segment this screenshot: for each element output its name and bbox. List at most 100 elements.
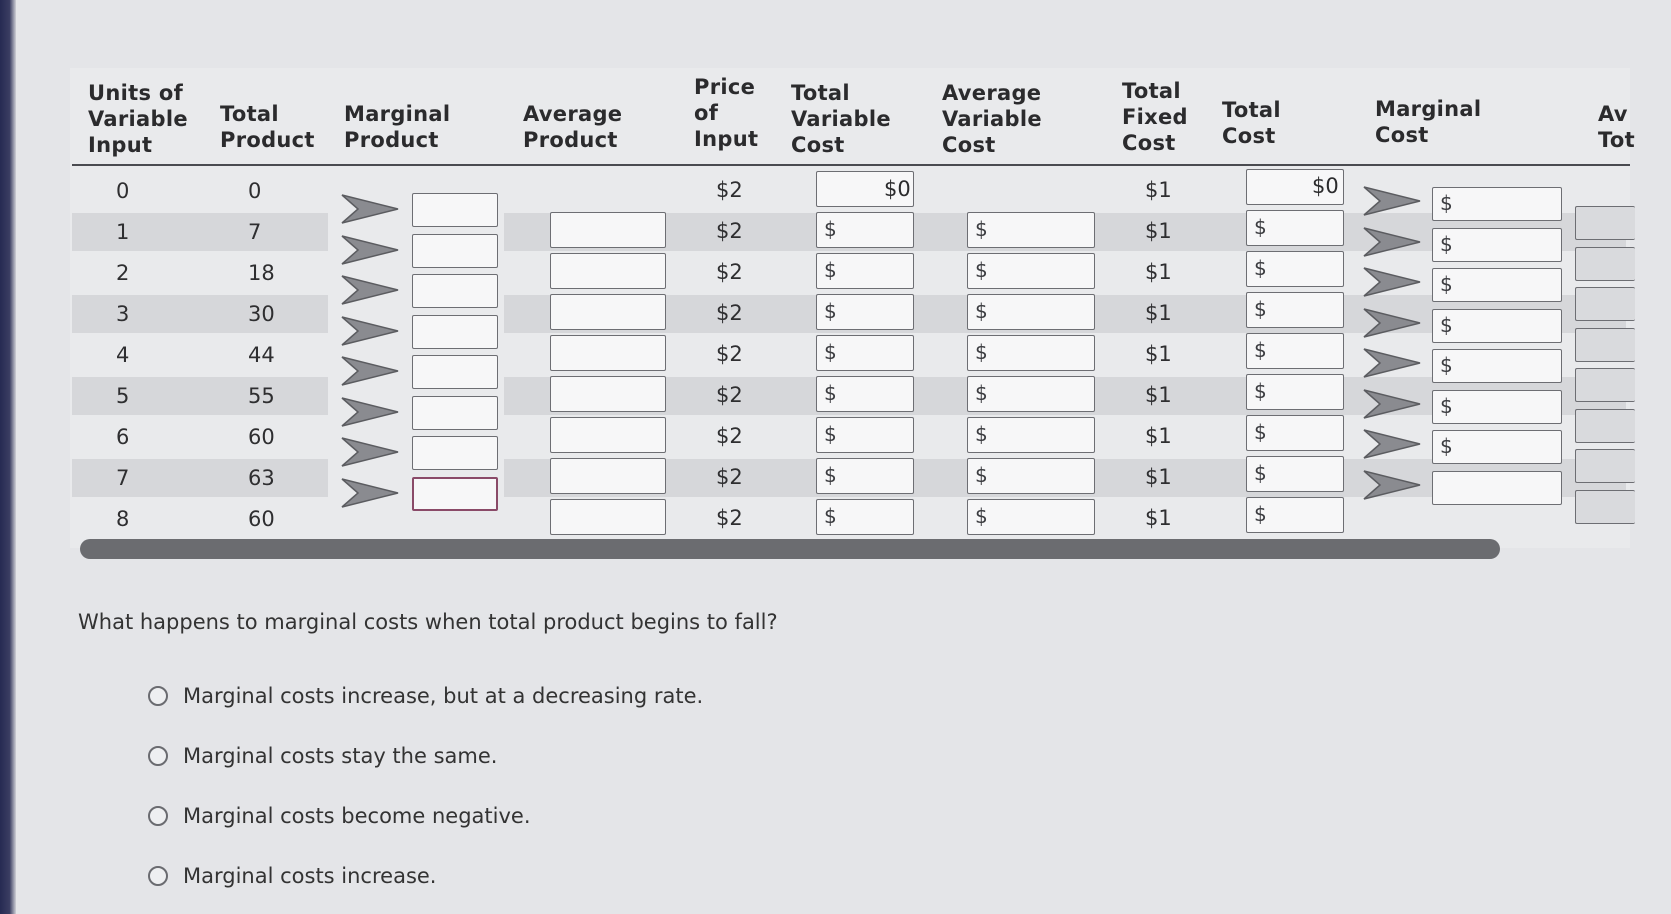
total-cost-input[interactable]: [1246, 415, 1344, 451]
total-variable-cost-input[interactable]: [816, 376, 914, 412]
price-cell: $2: [716, 219, 743, 243]
marginal-product-input[interactable]: [412, 476, 498, 511]
total-variable-cost-input[interactable]: [816, 499, 914, 535]
radio-button-icon[interactable]: [148, 746, 168, 766]
total-variable-cost-input[interactable]: [816, 417, 914, 453]
marginal-product-input[interactable]: [412, 274, 498, 308]
header-tc: Total Cost: [1222, 97, 1281, 149]
average-product-input[interactable]: [550, 294, 666, 330]
bracket-arrow-icon: [1363, 307, 1421, 338]
radio-button-icon[interactable]: [148, 806, 168, 826]
option-label: Marginal costs increase.: [183, 864, 437, 888]
marginal-product-input[interactable]: [412, 314, 498, 349]
marginal-product-input[interactable]: [412, 436, 498, 470]
header-line: Input: [88, 133, 153, 157]
marginal-product-input[interactable]: [412, 193, 498, 227]
dollar-sign: $: [824, 381, 837, 405]
marginal-cost-input[interactable]: [1432, 470, 1562, 505]
marginal-product-input[interactable]: [412, 395, 498, 430]
total-cost-input[interactable]: [1246, 497, 1344, 533]
header-line: Units of: [88, 81, 184, 105]
dollar-sign: $: [1254, 420, 1267, 444]
total-cost-input[interactable]: [1246, 333, 1344, 369]
total-cost-input[interactable]: [1246, 210, 1344, 246]
average-total-cost-input[interactable]: [1575, 287, 1635, 321]
total-variable-cost-input[interactable]: [816, 294, 914, 330]
marginal-cost-input[interactable]: [1432, 268, 1562, 302]
units-cell: 8: [116, 507, 130, 531]
radio-button-icon[interactable]: [148, 866, 168, 886]
option-4[interactable]: Marginal costs increase.: [148, 861, 436, 891]
total-variable-cost-input[interactable]: [816, 458, 914, 494]
average-product-input[interactable]: [550, 376, 666, 412]
marginal-cost-input[interactable]: [1432, 349, 1562, 383]
average-product-input[interactable]: [550, 499, 666, 535]
header-line: Total: [1122, 79, 1181, 103]
marginal-cost-input[interactable]: [1432, 227, 1562, 262]
total-product-cell: 44: [248, 343, 275, 367]
marginal-cost-input[interactable]: [1432, 389, 1562, 424]
total-cost-input[interactable]: [1246, 251, 1344, 287]
average-total-cost-input[interactable]: [1575, 327, 1635, 362]
marginal-product-input[interactable]: [412, 233, 498, 268]
total-cost-input[interactable]: [1246, 374, 1344, 410]
dollar-sign: $: [1254, 215, 1267, 239]
average-variable-cost-input[interactable]: [967, 499, 1095, 535]
dollar-sign: $: [975, 381, 988, 405]
average-variable-cost-input[interactable]: [967, 212, 1095, 248]
price-cell: $2: [716, 342, 743, 366]
average-total-cost-input[interactable]: [1575, 206, 1635, 240]
average-total-cost-input[interactable]: [1575, 408, 1635, 443]
average-variable-cost-input[interactable]: [967, 294, 1095, 330]
fixed-cost-cell: $1: [1145, 506, 1172, 530]
average-variable-cost-input[interactable]: [967, 417, 1095, 453]
total-variable-cost-value: $0: [884, 177, 911, 201]
header-atc: Av Tot: [1598, 101, 1635, 153]
average-variable-cost-input[interactable]: [967, 335, 1095, 371]
marginal-cost-input[interactable]: [1432, 187, 1562, 221]
dollar-sign: $: [1254, 297, 1267, 321]
header-line: Variable: [942, 107, 1042, 131]
fixed-cost-cell: $1: [1145, 342, 1172, 366]
marginal-product-input[interactable]: [412, 355, 498, 389]
option-1[interactable]: Marginal costs increase, but at a decrea…: [148, 681, 703, 711]
option-2[interactable]: Marginal costs stay the same.: [148, 741, 497, 771]
option-3[interactable]: Marginal costs become negative.: [148, 801, 531, 831]
average-product-input[interactable]: [550, 417, 666, 453]
average-variable-cost-input[interactable]: [967, 376, 1095, 412]
total-cost-value: $0: [1312, 174, 1339, 198]
radio-button-icon[interactable]: [148, 686, 168, 706]
average-product-input[interactable]: [550, 253, 666, 289]
marginal-cost-input[interactable]: [1432, 308, 1562, 343]
total-product-cell: 7: [248, 220, 262, 244]
marginal-cost-input[interactable]: [1432, 430, 1562, 464]
average-total-cost-input[interactable]: [1575, 246, 1635, 281]
total-cost-input[interactable]: [1246, 292, 1344, 328]
average-product-input[interactable]: [550, 335, 666, 371]
average-variable-cost-input[interactable]: [967, 253, 1095, 289]
total-variable-cost-input[interactable]: [816, 335, 914, 371]
average-variable-cost-input[interactable]: [967, 458, 1095, 494]
header-line: Cost: [1375, 123, 1429, 147]
horizontal-scrollbar[interactable]: [80, 539, 1500, 559]
dollar-sign: $: [1440, 434, 1453, 458]
average-product-input[interactable]: [550, 212, 666, 248]
header-line: Product: [523, 128, 618, 152]
total-variable-cost-input[interactable]: [816, 253, 914, 289]
average-total-cost-input[interactable]: [1575, 368, 1635, 402]
total-cost-input[interactable]: [1246, 456, 1344, 492]
option-label: Marginal costs become negative.: [183, 804, 531, 828]
fixed-cost-cell: $1: [1145, 260, 1172, 284]
total-product-cell: 0: [248, 179, 262, 203]
header-price: Price of Input: [694, 74, 758, 152]
average-total-cost-input[interactable]: [1575, 449, 1635, 483]
dollar-sign: $: [824, 217, 837, 241]
dollar-sign: $: [1440, 231, 1453, 256]
units-cell: 0: [116, 179, 130, 203]
dollar-sign: $: [975, 258, 988, 282]
average-total-cost-input[interactable]: [1575, 489, 1635, 524]
header-line: Cost: [791, 133, 845, 157]
total-variable-cost-input[interactable]: [816, 212, 914, 248]
average-product-input[interactable]: [550, 458, 666, 494]
header-line: Total: [220, 102, 279, 126]
